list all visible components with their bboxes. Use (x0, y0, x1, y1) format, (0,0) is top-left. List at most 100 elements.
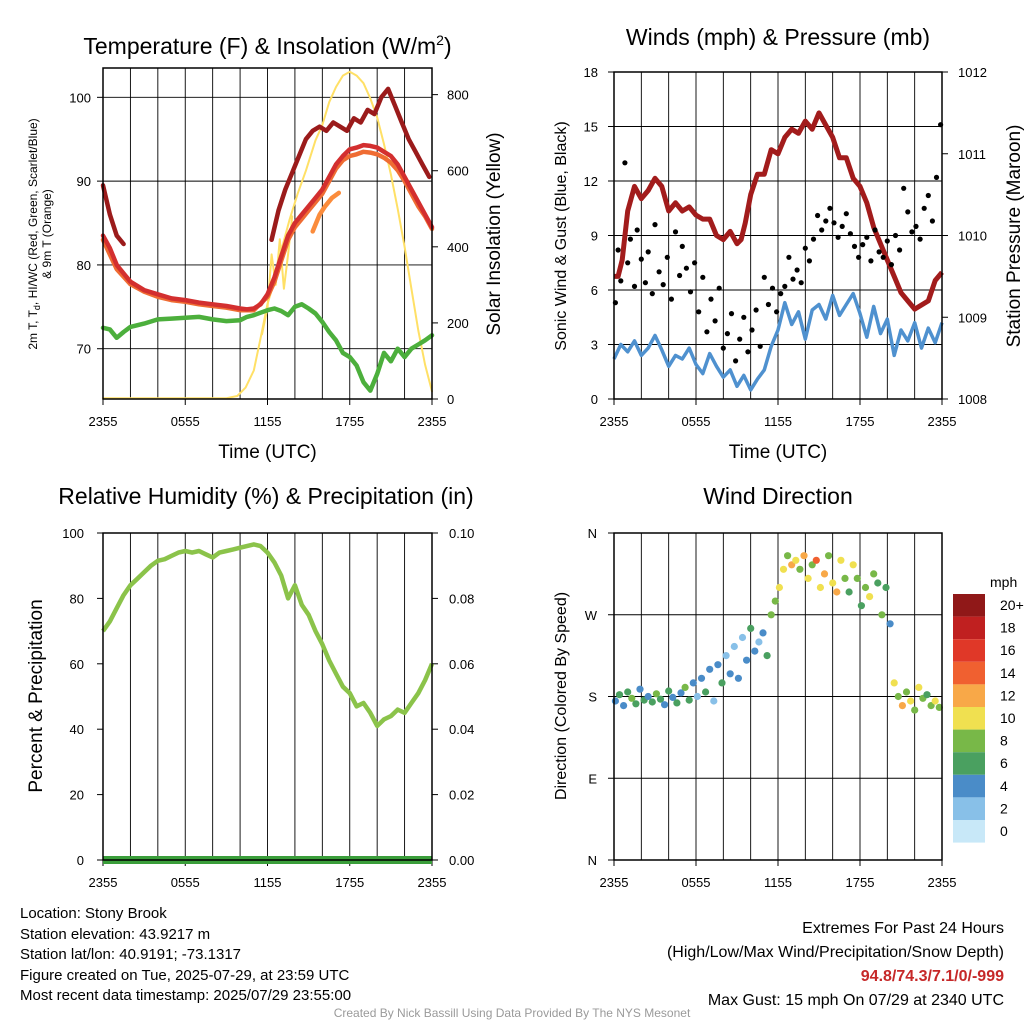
direction-point (833, 588, 841, 596)
direction-point (935, 703, 943, 712)
title-sup: 2 (436, 32, 444, 48)
x-axis-label: Time (UTC) (218, 442, 317, 463)
gust-point (892, 232, 899, 239)
title-end: ) (444, 33, 452, 59)
gust-point (847, 231, 854, 237)
direction-point (907, 697, 915, 705)
location-text: Location: Stony Brook (20, 905, 167, 922)
gust-point (716, 285, 722, 291)
direction-point (656, 695, 665, 703)
plot-frame (102, 532, 433, 861)
direction-point (849, 561, 857, 569)
gust-point (672, 229, 679, 235)
direction-point (710, 697, 718, 705)
gust-point (625, 260, 631, 266)
gust-point (649, 291, 655, 297)
gust-point (733, 358, 739, 364)
legend-label: 8 (1000, 733, 1008, 749)
direction-point (751, 647, 759, 655)
gust-point (677, 272, 683, 279)
legend-label: 10 (1000, 710, 1016, 726)
direction-point (644, 692, 652, 701)
recent-data-text: Most recent data timestamp: 2025/07/29 2… (20, 987, 352, 1005)
gust-point (921, 205, 927, 211)
y-tick-label: W (585, 608, 598, 623)
gust-point (656, 269, 662, 275)
gust-point (860, 242, 866, 248)
extremes-subtitle: (High/Low/Max Wind/Precipitation/Snow De… (666, 944, 1004, 961)
gust-point (765, 301, 772, 308)
direction-point (812, 556, 820, 564)
direction-point (665, 687, 673, 695)
gust-point (880, 254, 886, 260)
legend-title: mph (990, 574, 1017, 590)
direction-point (669, 693, 677, 702)
direction-point (870, 570, 878, 578)
gust-point (872, 227, 878, 233)
chart-title: Winds (mph) & Pressure (mb) (626, 24, 930, 50)
y-tick-label: 0 (591, 392, 598, 407)
panel-1: 2355 0555 1155 1755 2355 70 80 90 100 0 200 400 600 8… (26, 32, 505, 463)
direction-point (841, 574, 849, 583)
x-tick-label: 1755 (846, 414, 875, 429)
gust-point (668, 296, 675, 302)
legend-swatch (953, 774, 985, 798)
gust-point (720, 345, 726, 351)
y2-tick-label: 800 (447, 88, 469, 103)
direction-point (702, 688, 710, 696)
direction-point (743, 656, 751, 664)
x-tick-label: 2355 (928, 875, 957, 890)
panel-2: 2355 0555 1155 1755 235503691215181008100910… (553, 24, 1024, 463)
direction-point (730, 642, 738, 651)
legend-swatch (953, 729, 985, 753)
y2-tick-label: 1008 (958, 392, 987, 407)
x-tick-label: 2355 (89, 414, 118, 429)
panel-3: 2355 0555 1155 1755 2355 0 20 40 60 80 100 0.00 0.02… (26, 483, 474, 890)
x-tick-label: 1155 (254, 414, 282, 429)
direction-point (931, 697, 939, 705)
plot-frame (613, 71, 943, 400)
direction-point (661, 701, 669, 709)
gust-point (700, 274, 706, 280)
gust-point (909, 229, 915, 235)
sonic-wind-line (612, 291, 944, 392)
gust-point (901, 185, 907, 191)
y-tick-label: S (588, 690, 597, 705)
gust-point (683, 265, 690, 271)
gust-point (692, 260, 698, 266)
x-tick-label: 1755 (335, 414, 364, 429)
direction-point (845, 588, 853, 596)
gust-point (876, 249, 882, 255)
plot-frame (102, 67, 433, 400)
direction-point (784, 552, 792, 560)
gust-point (687, 289, 694, 295)
gust-point (802, 245, 808, 251)
direction-point (648, 698, 656, 706)
direction-point (857, 602, 866, 610)
gust-point (868, 258, 874, 264)
direction-point (874, 579, 882, 587)
legend-swatch (953, 639, 985, 662)
direction-point (615, 691, 624, 699)
y-axis-label: 2m T, Td, HI/WC (Red, Green, Scarlet/Blu… (26, 118, 42, 349)
gust-point (638, 256, 644, 262)
direction-point (681, 683, 689, 692)
direction-point (620, 702, 628, 710)
direction-point (714, 661, 722, 669)
gust-point (810, 236, 817, 242)
direction-point (927, 702, 935, 710)
gust-point (728, 311, 735, 317)
direction-point (624, 688, 632, 696)
gust-point (888, 262, 895, 268)
gust-point (778, 291, 784, 297)
gust-point (884, 238, 890, 244)
y-tick-label: 100 (62, 526, 84, 541)
direction-point (861, 583, 870, 592)
y2-tick-label: 0.02 (449, 788, 474, 803)
y-tick-label: N (588, 853, 597, 868)
gust-point (761, 274, 767, 280)
gust-point (925, 192, 931, 199)
gust-point (917, 236, 923, 242)
direction-point (796, 565, 804, 573)
